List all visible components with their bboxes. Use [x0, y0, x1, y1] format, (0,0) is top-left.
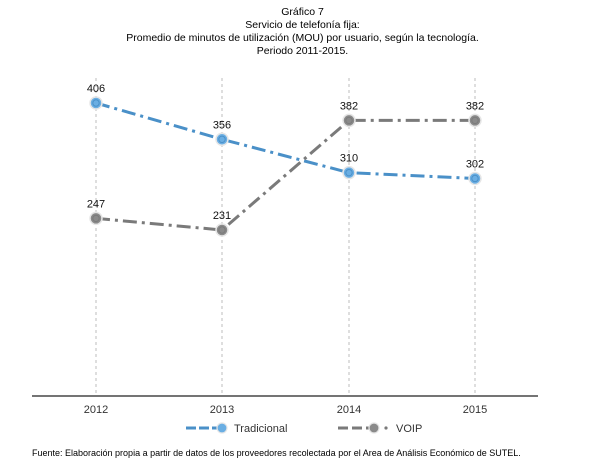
data-label-voip-2012: 247: [87, 198, 105, 210]
chart-subtitle: Promedio de minutos de utilización (MOU)…: [126, 32, 479, 44]
legend-marker-voip: [368, 422, 380, 434]
data-point-voip-2015: [468, 113, 482, 128]
data-point-ring-tradicional-2012: [92, 99, 100, 107]
data-label-tradicional-2012: 406: [87, 83, 105, 95]
data-point-ring-voip-2013: [218, 226, 226, 234]
series-line-tradicional: [95, 101, 476, 180]
data-label-voip-2014: 382: [340, 100, 358, 112]
x-tick-label-2015: 2015: [463, 404, 487, 416]
data-label-tradicional-2014: 310: [340, 153, 358, 165]
source-note: Fuente: Elaboración propia a partir de d…: [32, 448, 521, 458]
data-point-tradicional-2012: [89, 96, 103, 110]
legend-label-tradicional: Tradicional: [234, 423, 287, 435]
data-point-voip-2014: [342, 113, 356, 128]
data-label-tradicional-2015: 302: [466, 158, 484, 170]
x-tick-label-2014: 2014: [337, 404, 361, 416]
chart-period: Periodo 2011-2015.: [256, 45, 349, 57]
data-label-tradicional-2013: 356: [213, 119, 231, 131]
chart-title-block: Gráfico 7 Servicio de telefonía fija: Pr…: [0, 6, 605, 58]
data-point-tradicional-2013: [215, 132, 229, 147]
data-point-tradicional-2015: [468, 171, 482, 186]
data-point-voip-2012: [89, 211, 103, 226]
x-tick-label-2013: 2013: [210, 404, 234, 416]
data-label-voip-2015: 382: [466, 100, 484, 112]
series-line-voip: [95, 118, 475, 232]
legend-dot-voip: [384, 426, 388, 430]
data-point-voip-2013: [215, 223, 229, 237]
data-label-voip-2013: 231: [213, 210, 231, 222]
data-point-ring-tradicional-2013: [218, 135, 226, 143]
data-point-ring-voip-2012: [92, 214, 100, 223]
chart-number: Gráfico 7: [281, 6, 324, 18]
chart-title: Servicio de telefonía fija:: [245, 19, 360, 31]
legend-marker-tradicional: [216, 422, 228, 434]
data-point-ring-voip-2014: [345, 116, 353, 125]
legend-label-voip: VOIP: [396, 423, 422, 435]
data-point-ring-tradicional-2015: [471, 174, 479, 183]
data-point-ring-tradicional-2014: [345, 168, 353, 177]
data-point-tradicional-2014: [342, 165, 356, 180]
data-point-ring-voip-2015: [471, 116, 479, 125]
x-tick-label-2012: 2012: [84, 404, 108, 416]
